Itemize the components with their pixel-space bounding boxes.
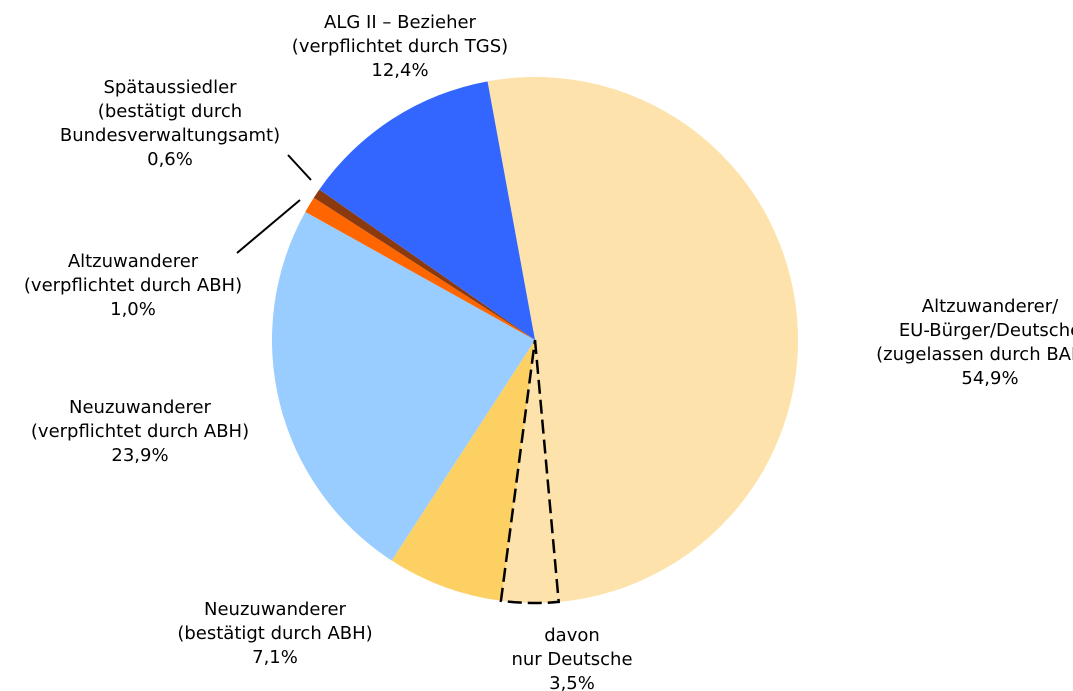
slice-label: Bundesverwaltungsamt) <box>60 125 280 146</box>
leader-line <box>287 154 312 181</box>
slice-label: (zugelassen durch BAMF) <box>876 344 1073 365</box>
value-label: 54,9% <box>961 368 1018 389</box>
value-label: 1,0% <box>110 299 156 320</box>
value-label: 23,9% <box>111 445 168 466</box>
slice-label: EU-Bürger/Deutsche <box>899 320 1073 341</box>
pie-slice <box>305 197 535 340</box>
sub-slice-label: davon <box>544 625 600 646</box>
pie-slice <box>391 340 535 601</box>
slice-label: (verpflichtet durch ABH) <box>31 421 249 442</box>
leader-line <box>236 199 301 254</box>
pie-slice <box>313 189 535 340</box>
value-label: 0,6% <box>147 149 193 170</box>
value-label: 7,1% <box>252 647 298 668</box>
slice-label: Altzuwanderer <box>68 251 199 272</box>
slice-label: Neuzuwanderer <box>69 397 212 418</box>
slice-label: (verpflichtet durch TGS) <box>292 36 508 57</box>
sub-slice-label: nur Deutsche <box>511 649 632 670</box>
pie-slice <box>271 211 535 561</box>
slice-label: Neuzuwanderer <box>204 599 347 620</box>
slice-label: Spätaussiedler <box>103 77 237 98</box>
slice-label: (verpflichtet durch ABH) <box>24 275 242 296</box>
sub-slice-value-label: 3,5% <box>549 673 595 691</box>
slice-label: ALG II – Bezieher <box>324 12 477 33</box>
value-label: 12,4% <box>371 60 428 81</box>
slice-label: Altzuwanderer/ <box>922 296 1059 317</box>
pie-slice <box>487 77 798 604</box>
slice-label: (bestätigt durch <box>98 101 242 122</box>
sub-slice <box>499 339 561 605</box>
pie-slice <box>319 81 535 340</box>
slice-label: (bestätigt durch ABH) <box>177 623 372 644</box>
